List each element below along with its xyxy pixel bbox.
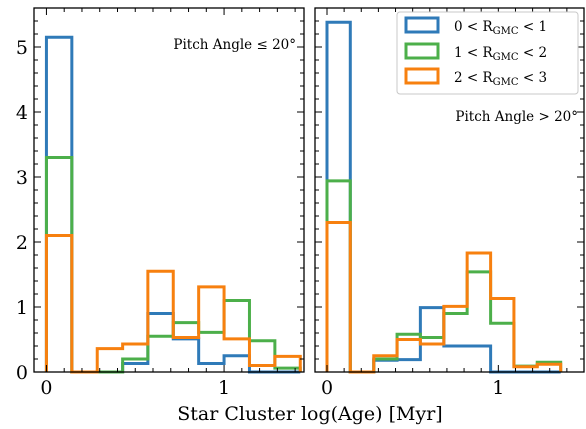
legend: 0 < RGMC < 1 1 < RGMC < 2 2 < RGMC < 3 [396,11,579,95]
panel-1-xtick-label: 1 [492,377,504,399]
right-panel-annotation: Pitch Angle > 20° [455,109,578,125]
left-panel: 0 1 0 1 2 3 4 5 Pitch Angle ≤ 20° [16,7,305,399]
legend-label-0: 0 < RGMC < 1 [454,19,547,37]
legend-entry-2: 2 < RGMC < 3 [404,67,547,88]
x-axis-label: Star Cluster log(Age) [Myr] [177,403,442,425]
panel-0-xtick-label: 0 [40,377,52,399]
legend-entry-1: 1 < RGMC < 2 [404,42,547,63]
panel-1-xtick-label: 0 [321,377,333,399]
panel-1-histogram-series-2 [325,221,563,374]
panel-0-ytick-label: 2 [16,232,28,254]
panel-0-ytick-label: 3 [16,167,28,189]
panel-0-ytick-label: 0 [16,362,28,384]
legend-swatch-1 [404,42,440,60]
legend-box [396,11,579,95]
legend-label-1: 1 < RGMC < 2 [454,45,547,63]
legend-swatch-0 [404,16,440,34]
left-panel-histograms [44,35,302,374]
legend-swatch-2 [404,67,440,85]
left-panel-annotation: Pitch Angle ≤ 20° [173,37,296,53]
panel-0-ytick-label: 4 [16,102,28,124]
panel-0-ytick-label: 5 [16,37,28,59]
legend-label-2: 2 < RGMC < 3 [454,70,547,88]
legend-entry-0: 0 < RGMC < 1 [404,16,547,37]
left-panel-frame [33,7,305,373]
panel-0-xtick-label: 1 [218,377,230,399]
panel-0-histogram-series-2 [44,234,302,374]
panel-0-ytick-label: 1 [16,297,28,319]
left-panel-ticks: 0 1 0 1 2 3 4 5 [16,7,304,399]
